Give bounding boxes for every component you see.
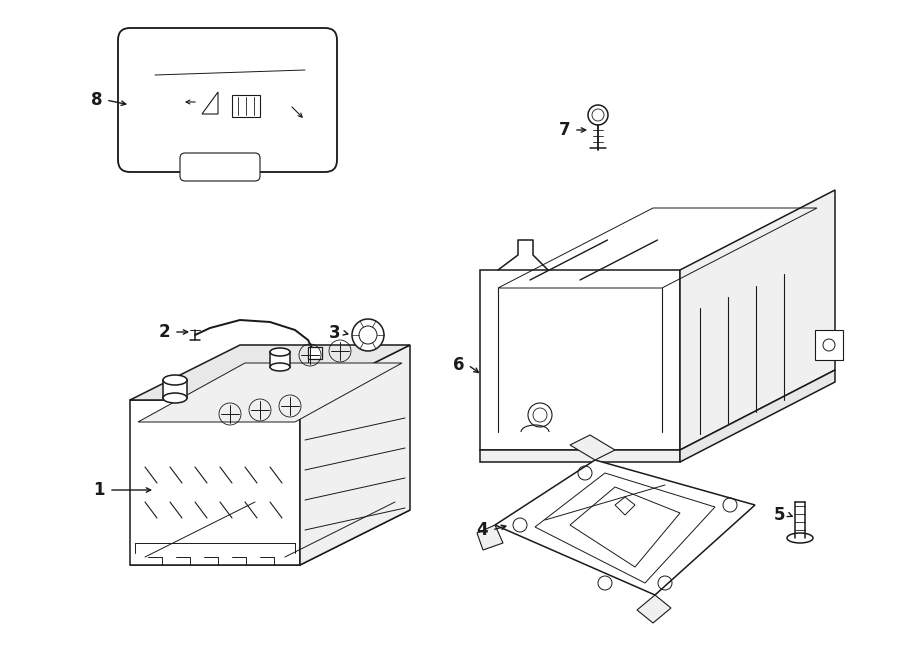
Polygon shape [680, 370, 835, 462]
Text: 2: 2 [158, 323, 170, 341]
Polygon shape [163, 380, 187, 398]
Circle shape [588, 105, 608, 125]
FancyBboxPatch shape [180, 153, 260, 181]
Polygon shape [130, 510, 410, 565]
Polygon shape [270, 352, 290, 367]
Text: 6: 6 [453, 356, 464, 374]
Bar [815, 330, 843, 360]
Polygon shape [680, 190, 835, 450]
Polygon shape [300, 345, 410, 565]
Bar [308, 347, 322, 359]
Polygon shape [130, 345, 410, 400]
Polygon shape [480, 450, 680, 462]
Polygon shape [477, 525, 503, 550]
Text: 3: 3 [328, 324, 340, 342]
FancyBboxPatch shape [118, 28, 337, 172]
Polygon shape [138, 363, 402, 422]
Polygon shape [480, 370, 835, 450]
Polygon shape [570, 435, 615, 460]
Text: 8: 8 [91, 91, 102, 109]
Circle shape [352, 319, 384, 351]
Ellipse shape [270, 348, 290, 356]
Ellipse shape [163, 375, 187, 385]
Ellipse shape [787, 533, 813, 543]
Polygon shape [495, 460, 755, 595]
Circle shape [528, 403, 552, 427]
Polygon shape [480, 270, 680, 450]
Bar [232, 95, 260, 117]
Text: 5: 5 [773, 506, 785, 524]
Text: 1: 1 [94, 481, 105, 499]
Polygon shape [637, 595, 671, 623]
Text: 7: 7 [558, 121, 570, 139]
Text: 4: 4 [476, 521, 488, 539]
Polygon shape [130, 400, 300, 565]
Ellipse shape [163, 393, 187, 403]
Ellipse shape [270, 363, 290, 371]
